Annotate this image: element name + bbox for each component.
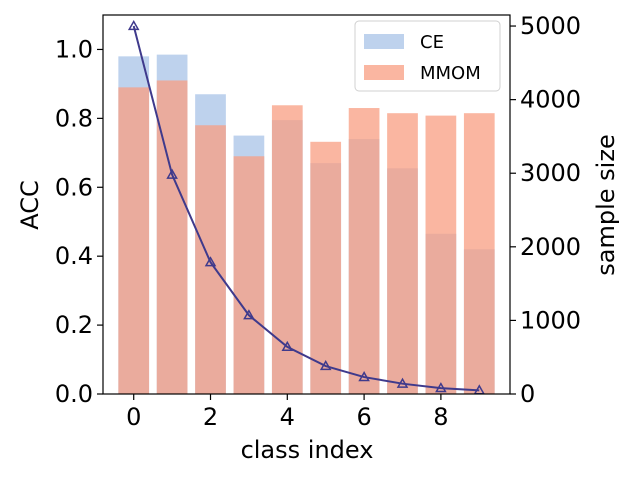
y2-axis-label: sample size — [592, 134, 620, 275]
plot-border — [102, 14, 511, 395]
y-tick-label-0.4: 0.4 — [55, 242, 93, 270]
x-tick-label-6: 6 — [356, 403, 371, 431]
sample-size-marker-4 — [281, 340, 294, 352]
mmom-bar-7 — [387, 113, 418, 394]
x-tick-label-0: 0 — [126, 403, 141, 431]
sample-size-line — [127, 20, 486, 395]
x-tick-label-8: 8 — [433, 403, 448, 431]
mmom-bars — [118, 80, 495, 395]
y-tick-label-1.0: 1.0 — [55, 35, 93, 63]
y2-tick-label-1000: 1000 — [520, 306, 581, 334]
mmom-bar-8 — [425, 115, 457, 394]
x-axis-label: class index — [241, 436, 374, 464]
mmom-bar-5 — [310, 141, 342, 394]
y2-tick-label-5000: 5000 — [520, 12, 581, 40]
x-axis: 0 2 4 6 8 — [126, 394, 449, 431]
legend-label-ce: CE — [420, 32, 444, 53]
sample-size-marker-0 — [127, 20, 140, 31]
y2-tick-label-3000: 3000 — [520, 159, 581, 187]
y-tick-label-0.6: 0.6 — [55, 173, 93, 201]
sample-size-marker-1 — [166, 168, 178, 179]
sample-size-marker-8 — [435, 382, 447, 393]
y-tick-label-0.2: 0.2 — [55, 311, 93, 339]
sample-size-marker-6 — [358, 371, 370, 382]
legend: CE MMOM — [354, 20, 501, 92]
mmom-bar-2 — [195, 125, 226, 394]
mmom-bar-6 — [348, 108, 380, 394]
x-tick-label-2: 2 — [203, 403, 218, 431]
legend-label-mmom: MMOM — [420, 63, 481, 84]
legend-swatch-ce — [364, 34, 404, 49]
legend-swatch-mmom — [364, 65, 404, 80]
x-tick-label-4: 4 — [280, 403, 295, 431]
y-tick-label-0.8: 0.8 — [55, 104, 93, 132]
mmom-bar-3 — [233, 156, 265, 394]
sample-size-marker-5 — [319, 360, 332, 371]
sample-size-polyline — [132, 25, 480, 392]
plot-frame — [102, 14, 511, 395]
left-axis: 0.0 0.2 0.4 0.6 0.8 1.0 — [55, 35, 103, 408]
right-axis: 0 1000 2000 3000 4000 5000 — [510, 12, 581, 408]
sample-size-marker-3 — [243, 309, 255, 320]
sample-size-marker-7 — [396, 377, 409, 388]
y2-tick-label-0: 0 — [520, 380, 535, 408]
y2-tick-label-2000: 2000 — [520, 233, 581, 261]
y-tick-label-0.0: 0.0 — [55, 380, 93, 408]
y-axis-label: ACC — [16, 180, 44, 230]
mmom-bar-1 — [156, 80, 188, 395]
sample-size-marker-2 — [204, 256, 217, 267]
mmom-bar-9 — [463, 113, 495, 394]
mmom-bar-0 — [118, 87, 150, 394]
y2-tick-label-4000: 4000 — [520, 86, 581, 114]
